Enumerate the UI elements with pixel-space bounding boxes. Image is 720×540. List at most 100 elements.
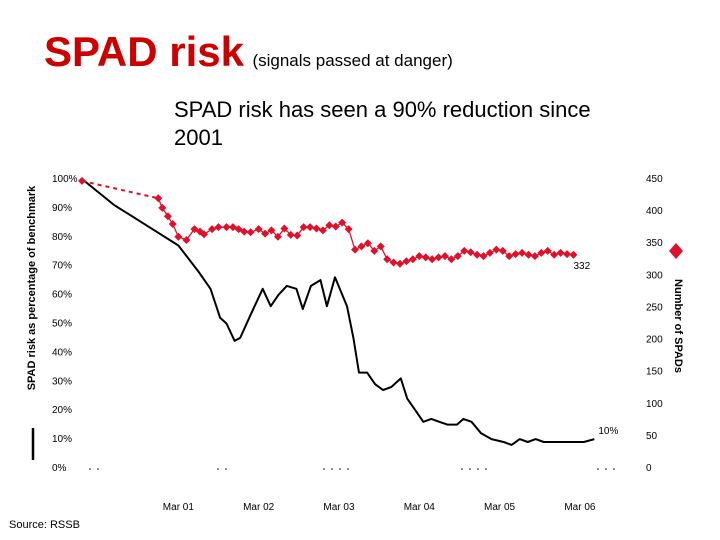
x-axis-dot — [485, 468, 487, 470]
spad-point — [306, 223, 315, 232]
spad-point — [473, 250, 482, 259]
x-tick-label: Mar 02 — [243, 502, 275, 513]
left-tick-label: 80% — [52, 232, 72, 243]
right-axis-title: Number of SPADs — [672, 279, 684, 373]
risk-series — [81, 178, 595, 446]
spad-point — [325, 221, 334, 230]
x-tick-label: Mar 05 — [484, 502, 516, 513]
chart-title: SPAD risk has seen a 90% reduction since… — [174, 97, 591, 150]
left-tick-label: 20% — [52, 405, 72, 416]
x-axis-ticks: Mar 01 Mar 02 Mar 03 Mar 04 Mar 05 Mar 06 — [163, 502, 596, 513]
spad-point — [286, 230, 295, 239]
spad-point — [453, 252, 462, 261]
spad-point — [331, 222, 340, 231]
spad-point — [460, 246, 469, 255]
spad-point — [492, 245, 501, 254]
spad-point — [498, 246, 507, 255]
spad-line — [157, 198, 574, 265]
spad-point — [556, 248, 565, 257]
source-note: Source: RSSB — [9, 519, 80, 531]
spad-risk-chart: 0% 10% 20% 30% 40% 50% 60% 70% 80% 90% 100% 0 50 100… — [26, 174, 684, 513]
spad-point — [428, 255, 437, 264]
spad-point — [415, 252, 424, 261]
right-tick-label: 300 — [646, 270, 663, 281]
red-diamond-icon — [669, 243, 683, 259]
spad-point — [518, 248, 527, 257]
left-tick-label: 60% — [52, 290, 72, 301]
spad-point — [466, 248, 475, 257]
left-tick-label: 50% — [52, 319, 72, 330]
spad-point — [190, 225, 199, 234]
spad-point — [293, 231, 302, 240]
spad-point — [389, 258, 398, 267]
spad-point — [200, 230, 209, 239]
left-tick-label: 10% — [52, 434, 72, 445]
slide-title-main: SPAD risk — [44, 28, 244, 75]
spad-end-label: 332 — [573, 261, 590, 272]
slide-title: SPAD risk (signals passed at danger) — [44, 28, 453, 76]
spad-point — [163, 212, 172, 221]
right-tick-label: 350 — [646, 238, 663, 249]
right-tick-label: 150 — [646, 367, 663, 378]
spad-point — [479, 252, 488, 261]
spad-point — [550, 250, 559, 259]
spad-point — [254, 225, 263, 234]
left-tick-label: 90% — [52, 203, 72, 214]
spad-point — [370, 246, 379, 255]
spad-point — [273, 232, 282, 241]
spad-point — [299, 223, 308, 232]
x-axis-dot — [469, 468, 471, 470]
left-tick-label: 100% — [52, 174, 78, 185]
spad-point — [357, 242, 366, 251]
right-tick-label: 100 — [646, 399, 663, 410]
right-tick-label: 450 — [646, 174, 663, 185]
left-tick-label: 70% — [52, 261, 72, 272]
spad-point — [158, 203, 167, 212]
x-tick-label: Mar 06 — [564, 502, 596, 513]
slide-subtitle: (signals passed at danger) — [252, 51, 453, 70]
spad-point — [280, 224, 289, 233]
right-tick-label: 50 — [646, 431, 658, 442]
spad-point — [530, 252, 539, 261]
x-axis-dot — [347, 468, 349, 470]
spad-point — [261, 229, 270, 238]
x-axis-dot-markers — [89, 468, 615, 470]
spad-point — [383, 255, 392, 264]
spad-point — [440, 252, 449, 261]
x-tick-label: Mar 04 — [404, 502, 436, 513]
spad-point — [569, 250, 578, 259]
risk-end-label: 10% — [598, 426, 618, 437]
spad-point — [168, 219, 177, 228]
x-axis-dot — [89, 468, 91, 470]
x-axis-dot — [597, 468, 599, 470]
spad-point — [78, 176, 86, 185]
spad-point — [154, 194, 163, 203]
spad-point — [543, 246, 552, 255]
x-axis-dot — [477, 468, 479, 470]
spad-point — [318, 226, 327, 235]
x-tick-label: Mar 03 — [323, 502, 355, 513]
spad-point — [511, 250, 520, 259]
x-axis-dot — [461, 468, 463, 470]
risk-line — [81, 178, 595, 446]
spad-point — [524, 250, 533, 259]
spad-point — [344, 225, 353, 234]
left-axis-ticks: 0% 10% 20% 30% 40% 50% 60% 70% 80% 90% 100% — [52, 174, 78, 474]
left-tick-label: 40% — [52, 347, 72, 358]
spad-point — [537, 248, 546, 257]
spad-point — [434, 253, 443, 262]
spad-point — [402, 257, 411, 266]
x-axis-dot — [225, 468, 227, 470]
spad-point — [485, 248, 494, 257]
spad-point — [363, 239, 372, 248]
spad-point — [505, 252, 514, 261]
x-axis-dot — [339, 468, 341, 470]
spad-point — [396, 259, 404, 268]
right-tick-label: 250 — [646, 302, 663, 313]
spad-point — [351, 245, 360, 254]
x-axis-dot — [613, 468, 615, 470]
right-tick-label: 400 — [646, 206, 663, 217]
spad-point — [214, 223, 223, 232]
spad-point — [174, 232, 183, 241]
right-tick-label: 0 — [646, 463, 652, 474]
